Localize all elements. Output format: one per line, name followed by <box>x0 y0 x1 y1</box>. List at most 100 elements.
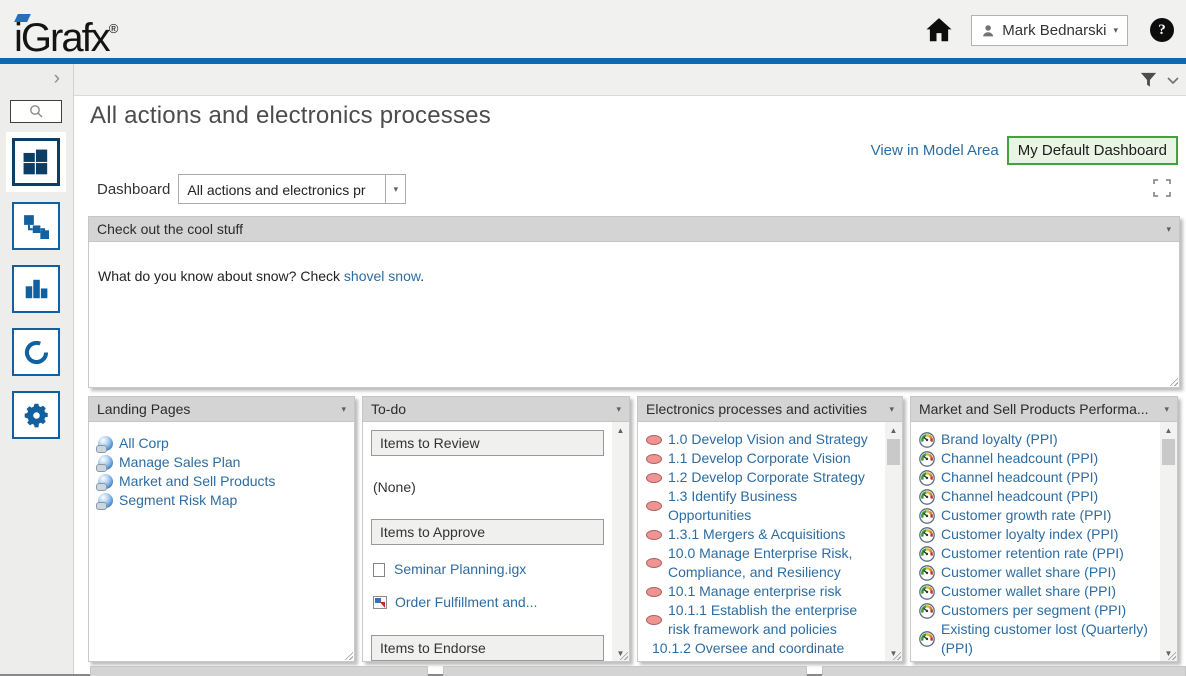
link-label: Existing customer lost (Quarterly) (PPI) <box>941 621 1148 656</box>
home-button[interactable] <box>923 14 955 46</box>
scrollbar[interactable]: ▲ ▼ <box>612 422 629 661</box>
search-icon <box>29 105 42 118</box>
globe-link-icon <box>96 455 113 472</box>
todo-section-endorse: Items to Endorse <box>371 635 604 661</box>
process-link[interactable]: 1.3.1 Mergers & Acquisitions <box>646 525 882 544</box>
fullscreen-button[interactable] <box>1153 179 1171 200</box>
link-label: 1.1 Develop Corporate Vision <box>668 450 851 466</box>
scrollbar[interactable]: ▲ ▼ <box>1160 422 1177 661</box>
caret-down-icon: ▾ <box>1113 25 1118 35</box>
landing-page-link[interactable]: All Corp <box>96 434 346 453</box>
indicator-link[interactable]: Customer wallet share (PPI) <box>919 582 1157 601</box>
panel-collapse-caret-icon[interactable]: ▾ <box>341 403 346 414</box>
landing-page-link[interactable]: Segment Risk Map <box>96 491 346 510</box>
process-link[interactable]: 10.0 Manage Enterprise Risk, Compliance,… <box>646 544 882 582</box>
actions-row: View in Model Area My Default Dashboard <box>871 136 1178 165</box>
user-menu[interactable]: Mark Bednarski ▾ <box>971 15 1128 46</box>
filter-expand-button[interactable] <box>1167 74 1179 89</box>
dashboard-select-value: All actions and electronics pr <box>187 182 366 198</box>
process-oval-icon <box>646 586 662 597</box>
landing-page-link[interactable]: Manage Sales Plan <box>96 453 346 472</box>
indicator-link[interactable]: Channel headcount (PPI) <box>919 487 1157 506</box>
indicator-link[interactable]: Channel headcount (PPI) <box>919 449 1157 468</box>
scrollbar-thumb[interactable] <box>1162 439 1175 465</box>
todo-panel: To-do ▾ Items to Review (None) Items to … <box>362 396 630 662</box>
process-link[interactable]: 10.1.1 Establish the enterprise risk fra… <box>646 601 882 639</box>
panel-collapse-caret-icon[interactable]: ▾ <box>1166 223 1171 234</box>
dashboard-select[interactable]: All actions and electronics pr ▾ <box>178 174 407 204</box>
text-before-link: What do you know about snow? Check <box>98 268 344 284</box>
help-button[interactable]: ? <box>1150 18 1174 42</box>
scrollbar[interactable]: ▲ ▼ <box>885 422 902 661</box>
scrollbar-thumb[interactable] <box>887 439 900 465</box>
scroll-down-icon[interactable]: ▼ <box>612 645 629 661</box>
scroll-up-icon[interactable]: ▲ <box>885 422 902 438</box>
process-link[interactable]: 10.1.2 Oversee and coordinate <box>646 639 882 658</box>
indicator-link[interactable]: Customer retention rate (PPI) <box>919 544 1157 563</box>
process-link[interactable]: 10.1 Manage enterprise risk <box>646 582 882 601</box>
sidebar-item-models[interactable] <box>12 202 60 250</box>
process-link[interactable]: 1.1 Develop Corporate Vision <box>646 449 882 468</box>
resize-handle[interactable] <box>619 651 628 660</box>
view-in-model-area-link[interactable]: View in Model Area <box>870 142 999 159</box>
process-link[interactable]: 1.2 Develop Corporate Strategy <box>646 468 882 487</box>
scroll-up-icon[interactable]: ▲ <box>1160 422 1177 438</box>
process-link[interactable]: 1.3 Identify Business Opportunities <box>646 487 882 525</box>
sidebar-expand-chevron-icon[interactable]: › <box>53 68 60 89</box>
brand-accent-bar <box>0 58 1186 64</box>
dashboard-select-arrow[interactable]: ▾ <box>385 175 406 203</box>
gauge-icon <box>919 431 935 448</box>
my-default-dashboard-button[interactable]: My Default Dashboard <box>1006 136 1178 165</box>
sidebar-item-dashboards[interactable] <box>12 138 60 186</box>
link-label: 10.1 Manage enterprise risk <box>668 583 842 599</box>
indicator-link[interactable]: Customer loyalty index (PPI) <box>919 525 1157 544</box>
process-oval-icon <box>646 472 662 483</box>
filter-button[interactable] <box>1139 70 1158 92</box>
indicator-link[interactable]: Brand loyalty (PPI) <box>919 430 1157 449</box>
sidebar-search-button[interactable] <box>10 100 62 123</box>
gear-icon <box>24 403 48 427</box>
link-label: Customers per segment (PPI) <box>941 602 1127 618</box>
indicator-link[interactable]: Customers per segment (PPI) <box>919 601 1157 620</box>
process-link[interactable]: 1.0 Develop Vision and Strategy <box>646 430 882 449</box>
bar-chart-icon <box>25 279 48 299</box>
panel-header: Electronics processes and activities ▾ <box>637 396 903 422</box>
scroll-down-icon[interactable]: ▼ <box>1160 645 1177 661</box>
indicator-link[interactable]: Customer wallet share (PPI) <box>919 563 1157 582</box>
caret-down-icon: ▾ <box>393 183 399 194</box>
todo-item-link[interactable]: Seminar Planning.igx <box>373 559 604 579</box>
resize-handle[interactable] <box>344 651 353 660</box>
indicator-link[interactable]: Customer growth rate (PPI) <box>919 506 1157 525</box>
panel-collapse-caret-icon[interactable]: ▾ <box>616 403 621 414</box>
globe-link-icon <box>96 436 113 453</box>
link-label: Channel headcount (PPI) <box>941 450 1099 466</box>
resize-handle[interactable] <box>1167 651 1176 660</box>
todo-item-link[interactable]: Order Fulfillment and... <box>373 593 604 612</box>
funnel-icon <box>1140 72 1157 87</box>
panel-header: Market and Sell Products Performa... ▾ <box>910 396 1178 422</box>
process-oval-icon <box>646 501 662 511</box>
link-label: Order Fulfillment and... <box>395 594 538 610</box>
link-label: 10.0 Manage Enterprise Risk, Compliance,… <box>668 545 853 580</box>
sidebar-item-cycles[interactable] <box>12 328 60 376</box>
gauge-icon <box>919 631 935 647</box>
panel-collapse-caret-icon[interactable]: ▾ <box>889 403 894 414</box>
landing-pages-panel: Landing Pages ▾ All Corp Manage Sales Pl… <box>88 396 355 662</box>
resize-handle[interactable] <box>892 651 901 660</box>
panel-body: Brand loyalty (PPI) Channe <box>910 422 1178 662</box>
globe-link-icon <box>96 474 113 491</box>
sidebar-item-reports[interactable] <box>12 265 60 313</box>
scroll-up-icon[interactable]: ▲ <box>612 422 629 438</box>
todo-section-review: Items to Review <box>371 430 604 456</box>
indicator-link[interactable]: Existing customer lost (Quarterly) (PPI) <box>919 620 1157 658</box>
sidebar-item-settings[interactable] <box>12 391 60 439</box>
resize-handle[interactable] <box>1169 377 1178 386</box>
panel-collapse-caret-icon[interactable]: ▾ <box>1164 403 1169 414</box>
shovel-snow-link[interactable]: shovel snow <box>343 268 421 284</box>
panel-body: Items to Review (None) Items to Approve … <box>362 422 630 662</box>
landing-page-link[interactable]: Market and Sell Products <box>96 472 346 491</box>
cool-stuff-panel: Check out the cool stuff ▾ What do you k… <box>88 216 1180 388</box>
scroll-down-icon[interactable]: ▼ <box>885 645 902 661</box>
link-label: Manage Sales Plan <box>119 454 241 470</box>
indicator-link[interactable]: Channel headcount (PPI) <box>919 468 1157 487</box>
